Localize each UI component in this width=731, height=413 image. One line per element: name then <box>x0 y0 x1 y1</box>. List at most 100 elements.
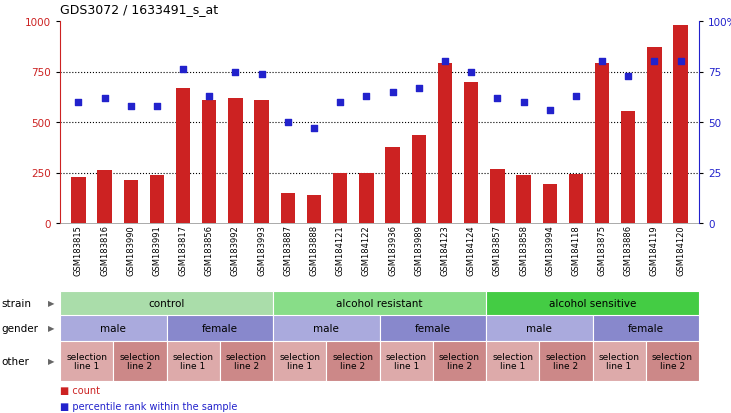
Text: selection
line 2: selection line 2 <box>652 352 693 370</box>
Bar <box>486 341 539 381</box>
Bar <box>359 173 374 223</box>
Text: male: male <box>314 323 339 333</box>
Text: GSM183817: GSM183817 <box>178 225 188 276</box>
Point <box>518 99 529 106</box>
Text: GSM183815: GSM183815 <box>74 225 83 275</box>
Bar <box>176 88 190 223</box>
Point <box>596 59 608 66</box>
Point <box>203 93 215 100</box>
Bar <box>593 315 699 341</box>
Bar <box>281 193 295 223</box>
Text: GSM183856: GSM183856 <box>205 225 213 276</box>
Text: ▶: ▶ <box>48 299 54 308</box>
Text: GSM183989: GSM183989 <box>414 225 423 275</box>
Bar <box>333 173 347 223</box>
Text: male: male <box>100 323 126 333</box>
Bar <box>202 100 216 223</box>
Bar <box>379 341 433 381</box>
Point <box>570 93 582 100</box>
Point <box>125 103 137 110</box>
Bar <box>220 341 273 381</box>
Point <box>466 69 477 76</box>
Text: selection
line 2: selection line 2 <box>119 352 160 370</box>
Text: other: other <box>1 356 29 366</box>
Bar <box>464 83 478 223</box>
Text: selection
line 2: selection line 2 <box>333 352 374 370</box>
Text: GSM183886: GSM183886 <box>624 225 633 276</box>
Text: selection
line 1: selection line 1 <box>173 352 213 370</box>
Bar <box>273 291 486 315</box>
Bar <box>438 64 452 223</box>
Bar <box>486 315 593 341</box>
Bar <box>645 341 699 381</box>
Bar <box>647 48 662 223</box>
Text: GSM183816: GSM183816 <box>100 225 109 276</box>
Bar <box>307 195 321 223</box>
Bar <box>516 175 531 223</box>
Text: GDS3072 / 1633491_s_at: GDS3072 / 1633491_s_at <box>60 3 218 16</box>
Bar <box>60 341 113 381</box>
Bar <box>379 315 486 341</box>
Text: GSM183857: GSM183857 <box>493 225 502 276</box>
Text: selection
line 1: selection line 1 <box>492 352 533 370</box>
Bar <box>621 112 635 223</box>
Point <box>256 71 268 78</box>
Text: GSM184119: GSM184119 <box>650 225 659 275</box>
Bar <box>542 184 557 223</box>
Text: GSM184124: GSM184124 <box>466 225 476 275</box>
Text: ▶: ▶ <box>48 357 54 366</box>
Point <box>177 67 189 74</box>
Point <box>308 126 320 132</box>
Bar <box>412 136 426 223</box>
Point <box>413 85 425 92</box>
Text: ▶: ▶ <box>48 324 54 333</box>
Bar <box>539 341 593 381</box>
Bar <box>97 171 112 223</box>
Text: selection
line 1: selection line 1 <box>599 352 640 370</box>
Bar <box>595 64 610 223</box>
Text: female: female <box>628 323 664 333</box>
Bar <box>673 26 688 223</box>
Text: GSM183887: GSM183887 <box>284 225 292 276</box>
Text: female: female <box>414 323 451 333</box>
Bar <box>228 99 243 223</box>
Text: GSM183994: GSM183994 <box>545 225 554 275</box>
Point <box>675 59 686 66</box>
Text: gender: gender <box>1 323 39 333</box>
Point <box>151 103 163 110</box>
Point <box>439 59 451 66</box>
Text: GSM184121: GSM184121 <box>336 225 345 275</box>
Point <box>334 99 346 106</box>
Bar <box>167 341 220 381</box>
Text: male: male <box>526 323 552 333</box>
Bar <box>113 341 167 381</box>
Text: GSM183936: GSM183936 <box>388 225 397 276</box>
Text: ■ count: ■ count <box>60 385 100 395</box>
Text: GSM183875: GSM183875 <box>598 225 607 276</box>
Text: GSM184120: GSM184120 <box>676 225 685 275</box>
Bar <box>254 100 269 223</box>
Point <box>622 73 634 80</box>
Text: selection
line 1: selection line 1 <box>66 352 107 370</box>
Text: GSM184118: GSM184118 <box>572 225 580 275</box>
Text: ■ percentile rank within the sample: ■ percentile rank within the sample <box>60 401 238 411</box>
Text: GSM183991: GSM183991 <box>152 225 162 275</box>
Bar <box>486 291 699 315</box>
Point <box>648 59 660 66</box>
Bar <box>124 180 138 223</box>
Bar <box>60 291 273 315</box>
Bar <box>60 315 167 341</box>
Bar <box>433 341 486 381</box>
Bar <box>326 341 379 381</box>
Text: selection
line 2: selection line 2 <box>545 352 586 370</box>
Text: alcohol resistant: alcohol resistant <box>336 298 423 308</box>
Text: selection
line 1: selection line 1 <box>279 352 320 370</box>
Bar <box>273 341 326 381</box>
Text: selection
line 2: selection line 2 <box>226 352 267 370</box>
Point <box>282 119 294 126</box>
Text: strain: strain <box>1 298 31 308</box>
Point <box>360 93 372 100</box>
Text: female: female <box>202 323 238 333</box>
Bar <box>167 315 273 341</box>
Point <box>544 107 556 114</box>
